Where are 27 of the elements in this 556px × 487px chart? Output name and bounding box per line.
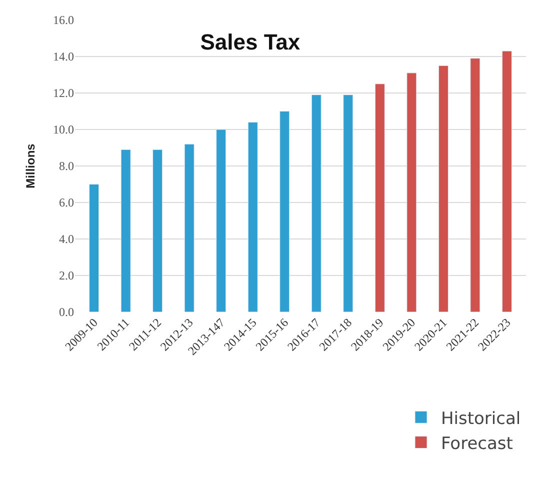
bar — [280, 111, 290, 312]
y-tick-label: 6.0 — [59, 196, 74, 210]
bar — [120, 149, 131, 312]
bar — [152, 149, 163, 312]
y-tick-label: 12.0 — [53, 86, 74, 100]
bar — [311, 94, 322, 312]
y-tick-label: 16.0 — [53, 13, 74, 28]
bar — [470, 58, 480, 312]
bar — [502, 50, 512, 312]
y-tick-label: 4.0 — [59, 232, 74, 246]
y-tick-label: 10.0 — [53, 122, 74, 137]
bar — [343, 94, 354, 312]
y-axis-title: Millions — [23, 143, 38, 188]
legend-label: Historical — [441, 408, 521, 429]
y-tick-label: 14.0 — [53, 50, 74, 64]
y-tick-label: 8.0 — [59, 159, 74, 174]
bar — [406, 72, 417, 312]
bar — [374, 84, 385, 312]
bar — [438, 65, 448, 312]
legend-label: Forecast — [441, 434, 514, 454]
bar — [89, 184, 100, 312]
y-tick-label: 2.0 — [59, 268, 74, 283]
bar — [184, 144, 194, 312]
bar — [248, 122, 258, 312]
y-tick-label: 0.0 — [59, 305, 74, 320]
chart-title: Sales Tax — [200, 29, 301, 54]
bar — [216, 129, 226, 312]
